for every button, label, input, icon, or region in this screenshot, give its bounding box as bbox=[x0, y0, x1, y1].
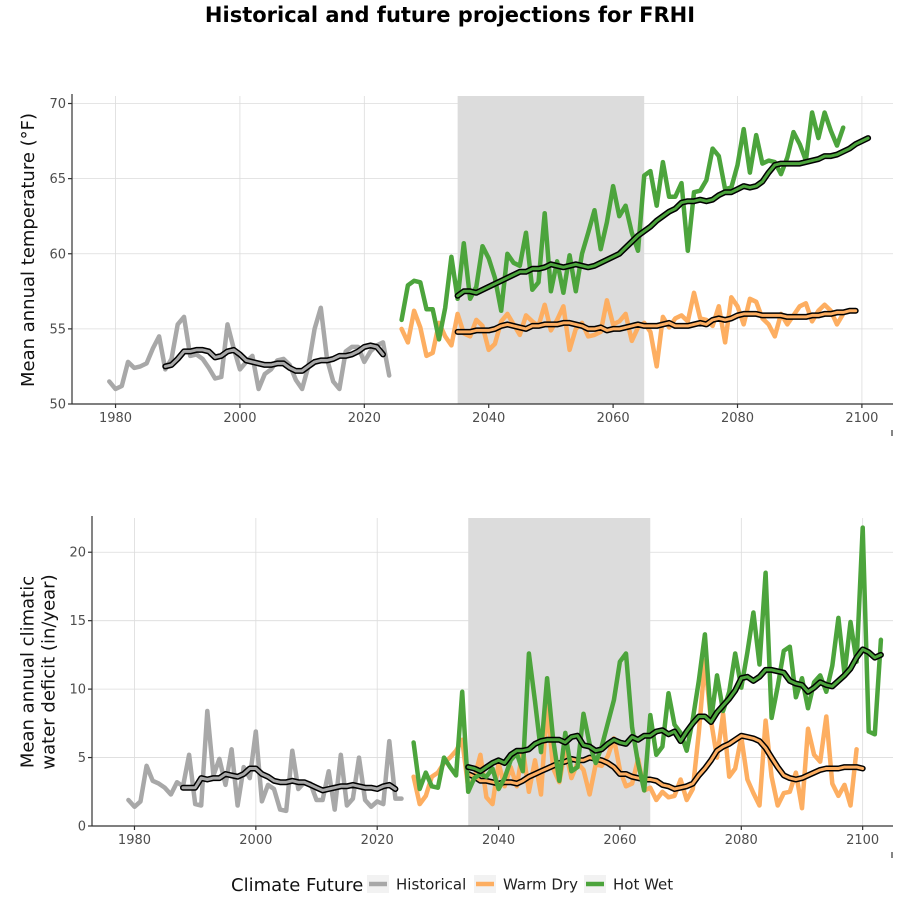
warm-dry-30-yr-mean-line bbox=[456, 309, 858, 334]
legend-item-label: Historical bbox=[396, 876, 466, 894]
figure-title: Historical and future projections for FR… bbox=[205, 3, 695, 27]
y-tick-label: 55 bbox=[49, 322, 66, 337]
x-tick-label: 1980 bbox=[118, 833, 151, 848]
x-tick-label: 2000 bbox=[239, 833, 272, 848]
hot-wet-30-yr-mean-line bbox=[466, 647, 883, 773]
y-tick-label: 65 bbox=[49, 172, 66, 187]
x-tick-label: 2020 bbox=[348, 411, 381, 426]
shaded-reference-period bbox=[457, 96, 645, 404]
y-tick-label: 20 bbox=[69, 546, 86, 561]
x-tick-label: 2080 bbox=[725, 833, 758, 848]
y-tick-label: 0 bbox=[78, 820, 86, 835]
x-tick-label: 2020 bbox=[361, 833, 394, 848]
x-tick-label: 2000 bbox=[223, 411, 256, 426]
legend-title: Climate Future bbox=[231, 875, 363, 896]
series-group bbox=[107, 110, 872, 392]
y-tick-label: 10 bbox=[69, 683, 86, 698]
historical-10-yr-mean-line bbox=[163, 343, 385, 373]
series-group bbox=[126, 525, 884, 814]
hot-wet-series-line bbox=[399, 110, 846, 342]
y-tick-label: 50 bbox=[49, 398, 66, 413]
y-axis-label: Mean annual temperature (°F) bbox=[18, 113, 39, 387]
warm-dry-30-yr-mean-line bbox=[466, 734, 865, 791]
x-tick-label: 2040 bbox=[482, 833, 515, 848]
water-deficit-panel: 1980 2000 2020 2040 2060 2080 2100 0 5 10 15 20 Mean… bbox=[18, 516, 893, 858]
warm-dry-series-line bbox=[399, 290, 846, 369]
historical-10-yr-mean-line bbox=[181, 767, 397, 792]
x-tick-label: 2060 bbox=[597, 411, 630, 426]
x-tick-label: 2080 bbox=[721, 411, 754, 426]
y-tick-label: 60 bbox=[49, 247, 66, 262]
historical-series-line bbox=[107, 305, 392, 392]
y-tick-label: 5 bbox=[78, 751, 86, 766]
temperature-panel: 1980 2000 2020 2040 2060 2080 2100 50 55 60 65 70 Me… bbox=[18, 94, 893, 436]
y-tick-label: 70 bbox=[49, 97, 66, 112]
x-tick-label: 1980 bbox=[99, 411, 132, 426]
legend-item-label: Warm Dry bbox=[503, 876, 578, 894]
legend-item-label: Hot Wet bbox=[613, 876, 673, 894]
y-axis-label: Mean annual climaticwater deficit (in/ye… bbox=[18, 574, 60, 769]
hot-wet-30-yr-mean-line bbox=[456, 136, 870, 298]
x-tick-label: 2100 bbox=[845, 411, 878, 426]
historical-series-line bbox=[126, 708, 404, 814]
x-tick-label: 2100 bbox=[846, 833, 879, 848]
y-tick-label: 15 bbox=[69, 614, 86, 629]
legend: Climate Future Historical Warm Dry Hot Wet bbox=[231, 875, 673, 896]
x-tick-label: 2040 bbox=[472, 411, 505, 426]
x-tick-label: 2060 bbox=[603, 833, 636, 848]
warm-dry-series-line bbox=[411, 658, 859, 811]
